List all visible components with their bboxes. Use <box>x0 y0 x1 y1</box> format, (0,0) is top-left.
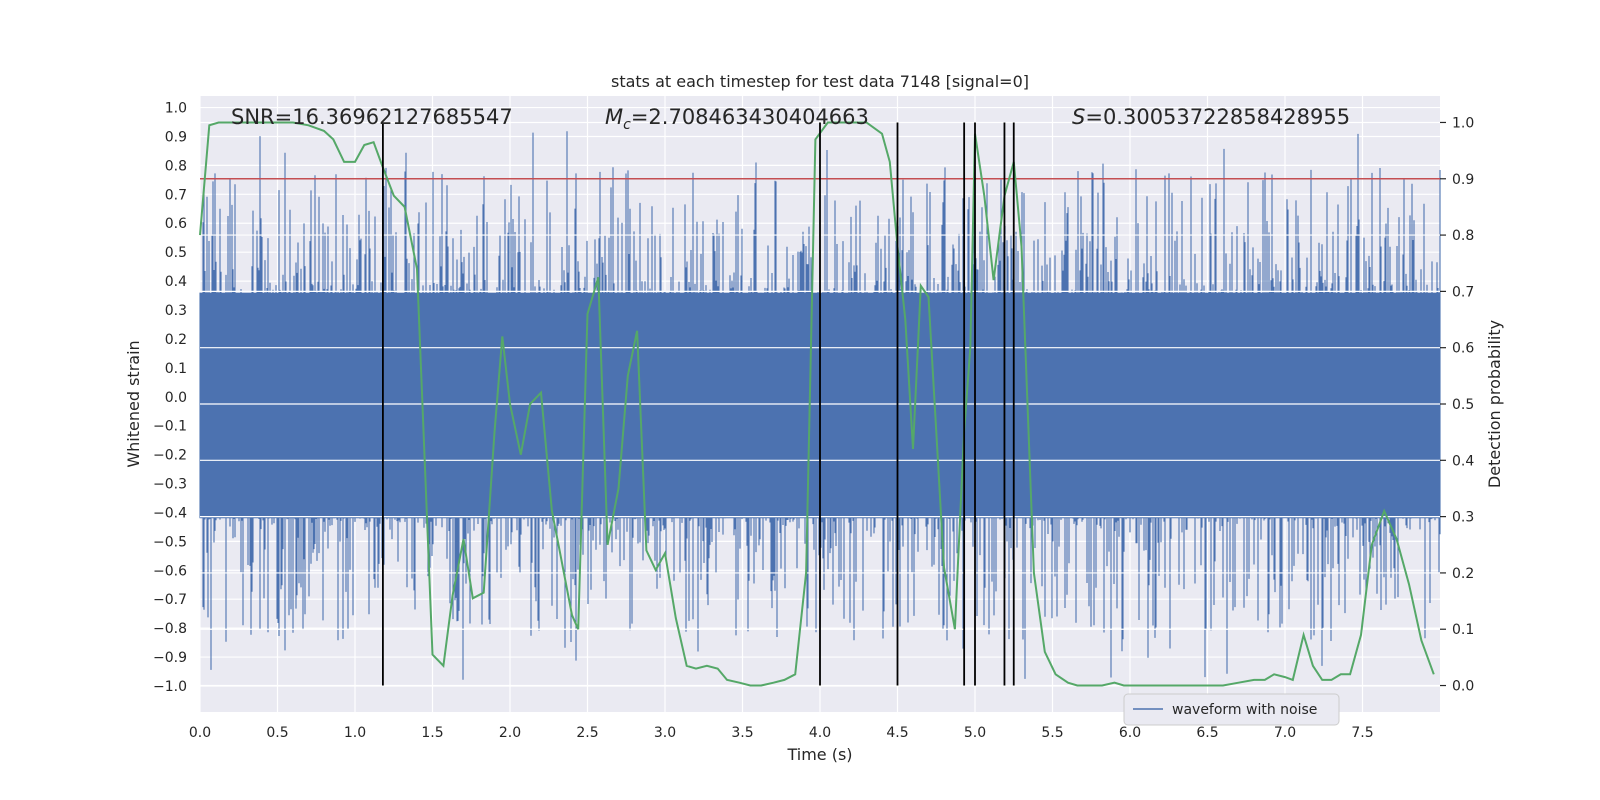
y-left-tick-label: 0.7 <box>165 187 187 203</box>
y-left-tick-label: 0.0 <box>165 390 187 406</box>
y-left-tick-label: 0.2 <box>165 332 187 348</box>
y-left-tick-label: −0.5 <box>153 534 187 550</box>
y-right-tick-label: 0.8 <box>1452 228 1474 244</box>
x-tick-label: 2.5 <box>576 725 598 741</box>
x-tick-label: 4.5 <box>886 725 908 741</box>
probability-layer <box>199 121 1435 687</box>
chart-title: stats at each timestep for test data 714… <box>611 72 1029 91</box>
score-value: =0.30053722858428955 <box>1085 105 1350 129</box>
x-tick-label: 6.0 <box>1119 725 1141 741</box>
x-tick-label: 1.0 <box>344 725 366 741</box>
legend-box <box>1123 693 1340 726</box>
x-tick-label: 7.5 <box>1351 725 1373 741</box>
x-tick-label: 4.0 <box>809 725 831 741</box>
snr-annotation: SNR=16.36962127685547 <box>231 105 513 129</box>
chirp-mass-symbol: M <box>605 105 623 129</box>
right-y-axis-label: Detection probability <box>1485 320 1504 488</box>
x-tick-label: 7.0 <box>1274 725 1296 741</box>
y-left-tick-label: −1.0 <box>153 679 187 695</box>
right-y-axis-ticks: 1.0 0.9 0.8 0.7 0.6 0.5 0.4 0.3 0.2 0.1 0.0 <box>1440 115 1474 695</box>
y-right-tick-label: 0.2 <box>1452 566 1474 582</box>
y-left-tick-label: 0.8 <box>165 158 187 174</box>
score-symbol: S <box>1072 105 1085 129</box>
score-annotation: S=0.30053722858428955 <box>1072 105 1350 129</box>
x-tick-label: 2.0 <box>499 725 521 741</box>
y-left-tick-label: 0.4 <box>165 274 187 290</box>
y-right-tick-label: 0.7 <box>1452 284 1474 300</box>
y-right-tick-label: 1.0 <box>1452 115 1474 131</box>
y-left-tick-label: −0.4 <box>153 505 187 521</box>
y-right-tick-label: 0.1 <box>1452 622 1474 638</box>
y-left-tick-label: 0.9 <box>165 129 187 145</box>
y-left-tick-label: −0.3 <box>153 477 187 493</box>
y-left-tick-label: 0.1 <box>165 361 187 377</box>
left-y-axis-label: Whitened strain <box>124 340 143 467</box>
left-y-axis-ticks: 1.0 0.9 0.8 0.7 0.6 0.5 0.4 0.3 0.2 0.1 0.0 −0.1 −0.… <box>153 101 187 695</box>
x-tick-label: 6.5 <box>1196 725 1218 741</box>
x-tick-label: 0.5 <box>266 725 288 741</box>
x-tick-label: 3.0 <box>654 725 676 741</box>
y-right-tick-label: 0.6 <box>1452 341 1474 357</box>
y-left-tick-label: −0.9 <box>153 650 187 666</box>
vertical-markers <box>381 122 1015 686</box>
x-tick-label: 5.0 <box>964 725 986 741</box>
y-left-tick-label: 0.6 <box>165 216 187 232</box>
y-left-tick-label: 0.3 <box>165 303 187 319</box>
y-right-tick-label: 0.0 <box>1452 679 1474 695</box>
x-axis-ticks: 0.0 0.5 1.0 1.5 2.0 2.5 3.0 3.5 4.0 4.5 5.0 5.5 6.0 6… <box>189 725 1374 741</box>
chirp-mass-value: =2.708463430404663 <box>631 105 869 129</box>
y-right-tick-label: 0.5 <box>1452 397 1474 413</box>
detection-probability-line <box>199 121 1435 687</box>
x-tick-label: 1.5 <box>421 725 443 741</box>
y-left-tick-label: 0.5 <box>165 245 187 261</box>
y-right-tick-label: 0.4 <box>1452 453 1474 469</box>
x-tick-label: 3.5 <box>731 725 753 741</box>
y-left-tick-label: −0.1 <box>153 419 187 435</box>
y-right-tick-label: 0.3 <box>1452 510 1474 526</box>
y-left-tick-label: −0.2 <box>153 448 187 464</box>
legend-entry-waveform: waveform with noise <box>1172 702 1317 718</box>
y-left-tick-label: 1.0 <box>165 101 187 117</box>
chirp-mass-annotation: Mc=2.708463430404663 <box>605 105 869 133</box>
legend: waveform with noise <box>1123 693 1340 726</box>
x-tick-label: 5.5 <box>1041 725 1063 741</box>
y-left-tick-label: −0.6 <box>153 563 187 579</box>
chirp-mass-subscript: c <box>623 117 631 133</box>
x-axis-label: Time (s) <box>786 745 852 764</box>
y-right-tick-label: 0.9 <box>1452 172 1474 188</box>
y-left-tick-label: −0.7 <box>153 592 187 608</box>
y-left-tick-label: −0.8 <box>153 621 187 637</box>
x-tick-label: 0.0 <box>189 725 211 741</box>
